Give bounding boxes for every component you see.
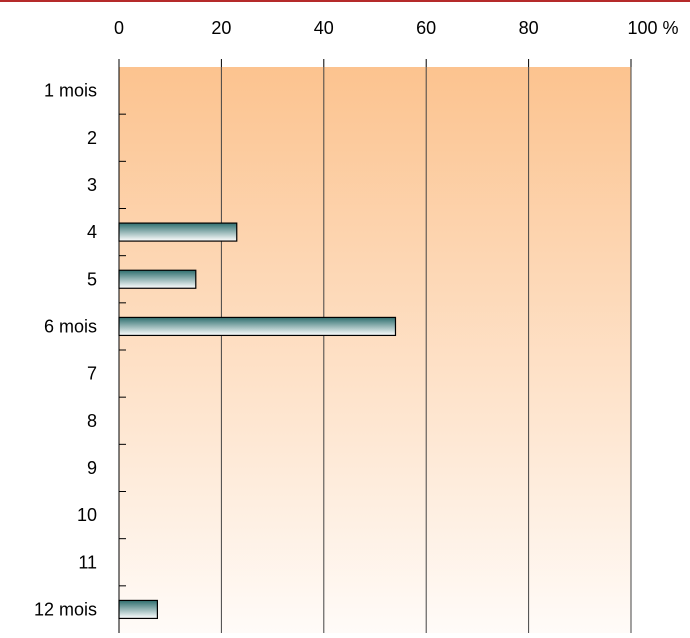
y-tick-label: 6 mois [44,316,97,336]
y-tick-label: 7 [87,364,97,384]
bar [118,316,397,337]
x-tick-label: 20 [211,18,231,38]
x-tick-label: 40 [314,18,334,38]
y-tick-label: 12 mois [34,599,97,619]
x-tick-label: 60 [416,18,436,38]
top-border-line [0,0,690,2]
x-tick-label: 80 [519,18,539,38]
y-tick-label: 1 mois [44,81,97,101]
bar [118,599,159,620]
y-tick-label: 11 [78,552,97,572]
plot-background [119,67,631,633]
y-tick-label: 3 [87,175,97,195]
x-tick-label: 100 % [627,18,678,38]
y-tick-label: 10 [77,505,97,525]
bar [118,269,197,289]
y-tick-label: 2 [87,128,97,148]
bar [118,222,238,242]
y-tick-label: 5 [87,269,97,289]
x-tick-label: 0 [114,18,124,38]
y-tick-label: 8 [87,411,97,431]
y-tick-label: 4 [87,222,97,242]
y-tick-label: 9 [87,458,97,478]
